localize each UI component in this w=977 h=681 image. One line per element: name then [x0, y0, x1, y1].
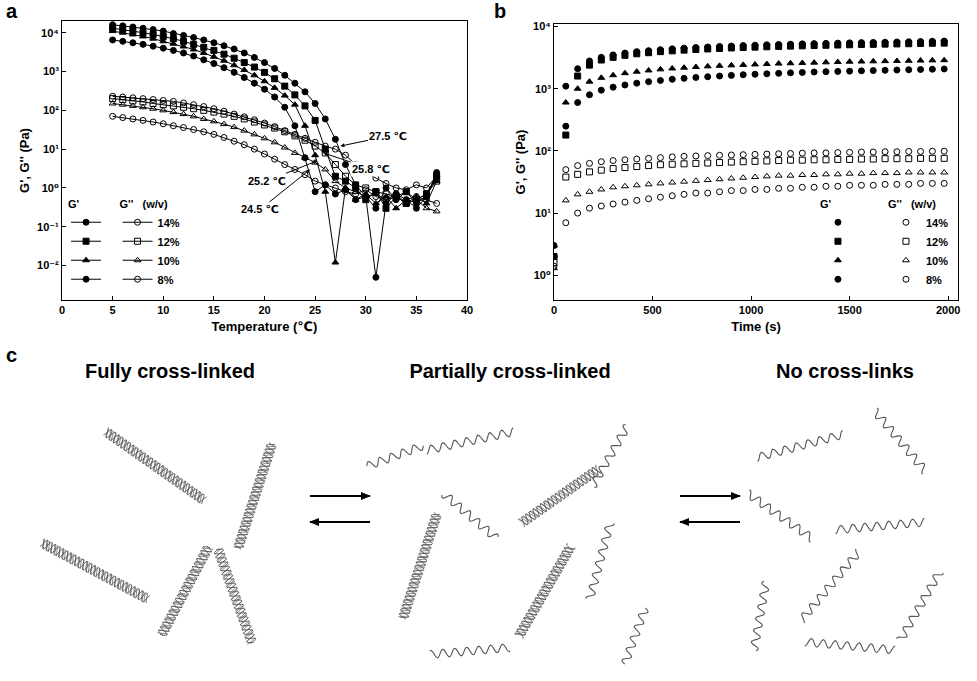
html-text:c: c: [6, 344, 18, 366]
svg-text:10%: 10%: [158, 255, 180, 267]
svg-text:14%: 14%: [158, 217, 180, 229]
svg-text:20: 20: [258, 304, 270, 316]
svg-text:No cross-links: No cross-links: [776, 360, 914, 382]
svg-text:10³: 10³: [535, 83, 551, 95]
html-text:a: a: [6, 0, 18, 22]
svg-text:8%: 8%: [158, 274, 174, 286]
svg-text:10⁰: 10⁰: [42, 182, 59, 194]
svg-text:10⁻²: 10⁻²: [37, 259, 59, 271]
svg-text:2000: 2000: [936, 304, 960, 316]
svg-text:Fully cross-linked: Fully cross-linked: [85, 360, 255, 382]
svg-text:1000: 1000: [739, 304, 763, 316]
svg-text:15: 15: [208, 304, 220, 316]
svg-text:G', G'' (Pa): G', G'' (Pa): [17, 128, 32, 193]
svg-text:25: 25: [309, 304, 321, 316]
svg-text:10¹: 10¹: [43, 143, 59, 155]
svg-text:10⁴: 10⁴: [41, 27, 59, 39]
svg-text:25.8 ℃: 25.8 ℃: [352, 163, 390, 175]
svg-text:35: 35: [410, 304, 422, 316]
svg-text:0: 0: [551, 304, 557, 316]
svg-text:1500: 1500: [837, 304, 861, 316]
svg-text:24.5 ℃: 24.5 ℃: [241, 203, 279, 215]
svg-text:Temperature (℃): Temperature (℃): [212, 319, 318, 334]
svg-text:10³: 10³: [43, 65, 59, 77]
svg-text:10²: 10²: [535, 145, 551, 157]
svg-text:12%: 12%: [926, 236, 948, 248]
svg-text:25.2 ℃: 25.2 ℃: [248, 175, 286, 187]
svg-text:Time (s): Time (s): [731, 319, 781, 334]
svg-text:10¹: 10¹: [535, 207, 551, 219]
svg-text:10⁴: 10⁴: [533, 20, 551, 32]
svg-text:G'' (w/v): G'' (w/v): [888, 198, 936, 210]
svg-text:10%: 10%: [926, 255, 948, 267]
svg-text:27.5 ℃: 27.5 ℃: [369, 130, 407, 142]
svg-text:G', G'' (Pa): G', G'' (Pa): [513, 130, 528, 195]
svg-text:10⁰: 10⁰: [534, 269, 551, 281]
html-text:b: b: [494, 0, 507, 22]
svg-text:10: 10: [157, 304, 169, 316]
svg-text:G': G': [68, 198, 80, 210]
svg-text:10²: 10²: [43, 104, 59, 116]
svg-text:Partially cross-linked: Partially cross-linked: [409, 360, 610, 382]
svg-text:0: 0: [59, 304, 65, 316]
svg-text:12%: 12%: [158, 236, 180, 248]
svg-text:5: 5: [110, 304, 116, 316]
svg-text:G': G': [820, 198, 832, 210]
svg-text:G'' (w/v): G'' (w/v): [120, 198, 168, 210]
svg-text:40: 40: [461, 304, 473, 316]
svg-text:500: 500: [643, 304, 661, 316]
svg-text:8%: 8%: [926, 274, 942, 286]
svg-text:10⁻¹: 10⁻¹: [37, 221, 59, 233]
svg-text:30: 30: [360, 304, 372, 316]
svg-text:14%: 14%: [926, 217, 948, 229]
